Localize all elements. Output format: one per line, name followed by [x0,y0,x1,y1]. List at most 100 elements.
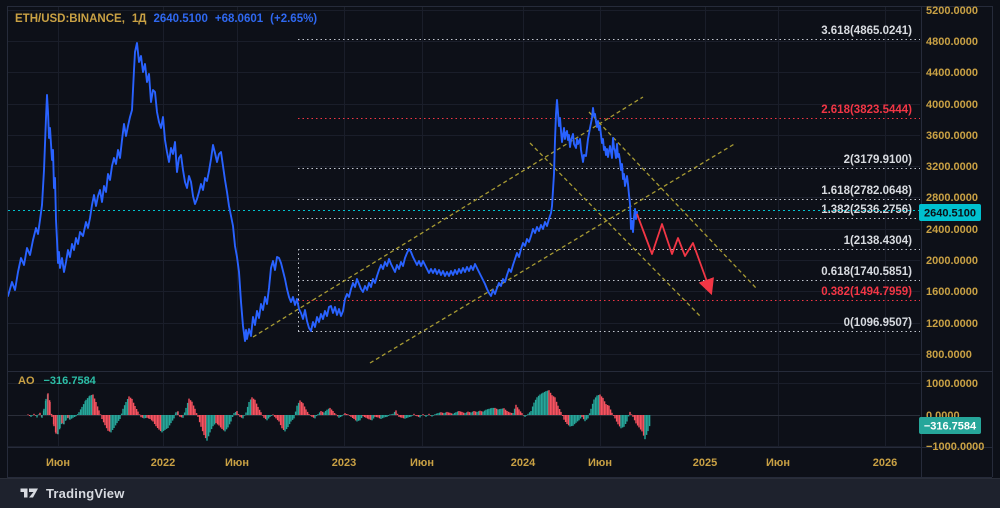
ao-bar [86,398,89,415]
ao-bar [311,415,313,417]
price-axis-label: 3200.0000 [926,161,978,173]
price-axis-label: 2800.0000 [926,192,978,204]
ao-bar [605,404,607,415]
ao-bar [309,415,312,416]
ao-bar [441,412,444,415]
trendline-descending-lower[interactable] [529,142,701,317]
ao-bar [572,415,574,426]
ao-bar [333,413,336,415]
ao-bar [462,412,465,415]
trendline-ascending-upper[interactable] [252,96,644,338]
ao-bar [195,413,198,415]
ao-bar [395,410,397,416]
ao-bar [73,415,76,417]
ao-bar [134,406,136,415]
chart-canvas[interactable]: 3.618(4865.0241) 2.618(3823.5444) 2(3179.9… [0,0,1000,478]
tradingview-brand[interactable]: TradingView [46,486,125,501]
ao-bar [597,395,600,415]
ao-bar [158,415,160,430]
ao-bar [302,403,304,415]
ao-bar [552,396,555,415]
ao-bar [138,414,141,415]
ao-bar [344,413,346,415]
ao-bar [303,406,306,415]
price-axis-label: 4000.0000 [926,99,978,111]
ao-bar [594,397,597,415]
time-axis-label: Июн [46,457,70,469]
ao-bar [536,397,538,415]
ao-indicator-label[interactable]: AO [18,375,35,387]
price-axis-label: 4400.0000 [926,67,978,79]
ao-bar [519,411,522,415]
ao-bar [558,409,561,415]
symbol-name[interactable]: ETH/USD:BINANCE, [15,13,125,25]
projection-arrow[interactable] [636,213,714,296]
ao-bar [527,413,529,415]
ao-bar [615,415,618,422]
ao-bar [188,398,190,415]
ao-bar [255,403,258,415]
ao-bar [639,415,642,430]
ao-bar [221,415,223,429]
ao-bar [509,412,511,415]
ao-bar [393,411,396,415]
ao-bar [641,415,643,432]
ao-bar [524,415,526,417]
ao-bar [72,415,74,418]
ao-bar [279,415,282,426]
ao-bar [423,415,426,416]
ao-bar [170,415,172,424]
interval-label[interactable]: 1Д [131,13,147,25]
ao-bar [149,415,151,419]
ao-bar [203,415,205,436]
trendline-descending-upper[interactable] [588,111,758,290]
ao-bar [482,411,484,415]
ao-bar [518,409,520,415]
ao-bar [143,415,145,419]
ao-bar [326,409,328,415]
ao-bar [455,412,457,415]
ao-bar [186,402,189,415]
ao-bar [75,415,77,417]
ao-bar [329,407,331,415]
ao-bar [608,405,610,415]
ao-bar [155,415,157,427]
ao-bar [569,415,571,427]
ao-bar [96,406,99,415]
fib-level-label: 0(1096.9507) [844,317,913,329]
tradingview-logo-icon[interactable] [20,487,39,500]
ao-bar [290,415,292,422]
ao-bar [78,412,80,415]
ao-bar [276,415,279,421]
ao-bar [375,415,378,418]
trendline-ascending-lower[interactable] [369,142,737,364]
ao-bar [399,415,402,418]
last-price-badge[interactable] [919,204,981,221]
ao-bar [516,407,519,415]
ao-bar [314,415,316,419]
ao-bar [84,401,86,415]
bottom-toolbar: TradingView [0,478,1000,508]
ao-bar [633,415,636,421]
price-axis[interactable]: 5200.0000 4800.0000 4400.0000 4000.0000 3600… [926,5,984,453]
ao-bar [341,415,343,417]
chart-frame [7,6,993,478]
ao-bar [285,415,288,430]
ao-bar [251,397,253,415]
ao-bar [90,395,93,415]
ao-axis-label: −1000.0000 [926,441,984,453]
ao-bar [428,413,430,415]
ao-bar [540,393,543,415]
ao-bar [67,415,69,418]
ao-bar [465,412,468,415]
ao-bar [642,415,645,436]
ao-value-badge[interactable] [919,417,981,434]
ao-bar [492,407,495,415]
ao-bar [294,411,297,415]
time-axis[interactable]: Июн 2022 Июн 2023 Июн 2024 Июн 2025 Июн 2026 [46,457,897,469]
ao-bar [627,415,630,417]
ao-bar [212,415,214,427]
ao-bar [500,408,502,415]
price-line[interactable] [7,42,638,342]
ao-bar [168,415,171,426]
